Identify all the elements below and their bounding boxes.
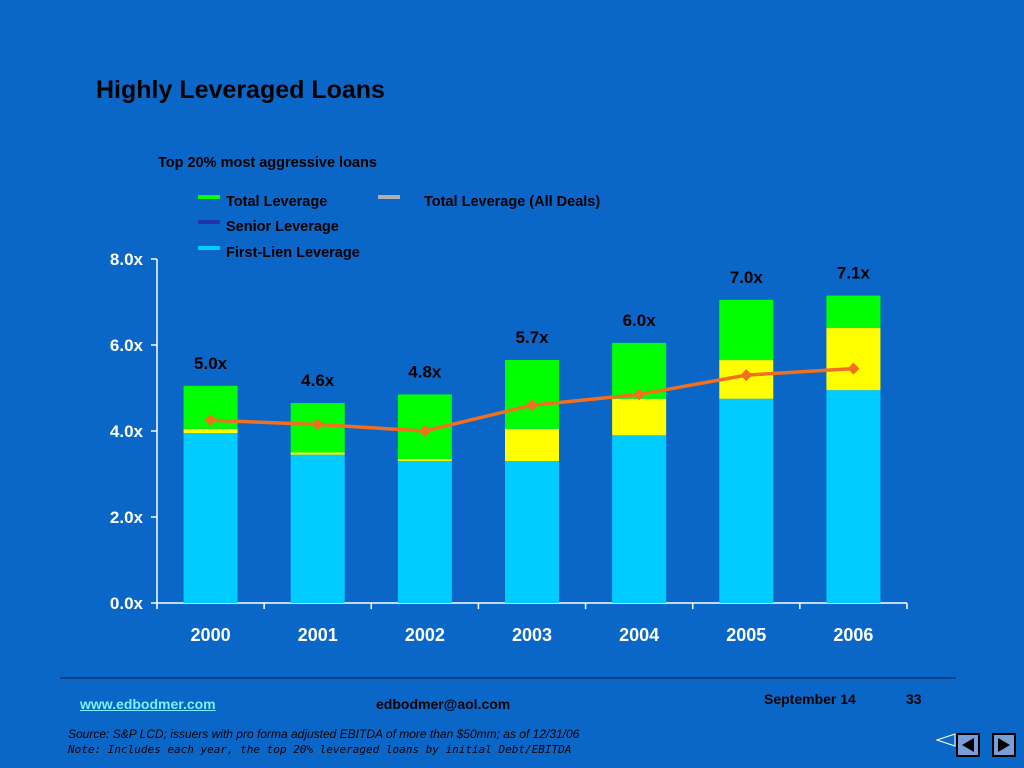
legend-senior-leverage: Senior Leverage	[198, 219, 339, 235]
source-note: Source: S&P LCD; issuers with pro forma …	[68, 727, 580, 741]
bar-senior-2002	[397, 458, 452, 462]
x-tick-label-2004: 2004	[619, 625, 659, 645]
bar-total-2003	[505, 360, 559, 429]
email-text: edbodmer@aol.com	[376, 696, 511, 712]
bar-first-lien-2004	[612, 435, 667, 603]
bar-total-2005	[719, 299, 774, 361]
line-marker-2004	[633, 388, 646, 401]
x-tick-label-2006: 2006	[833, 625, 873, 645]
bar-senior-2001	[290, 452, 345, 455]
bar-first-lien-2000	[183, 433, 238, 603]
bar-senior-2006	[826, 327, 881, 391]
bar-first-lien-2001	[290, 454, 345, 603]
x-tick-label-2003: 2003	[512, 625, 552, 645]
legend-label: Total Leverage	[226, 194, 328, 210]
website-link[interactable]: www.edbodmer.com	[80, 696, 216, 712]
prev-slide-button[interactable]	[956, 733, 980, 757]
slide-title: Highly Leveraged Loans	[96, 76, 385, 104]
line-marker-2000	[204, 414, 217, 427]
legend-swatch-first-lien	[198, 246, 220, 250]
bar-total-2006	[826, 295, 881, 328]
page-number: 33	[906, 691, 922, 707]
footer-divider	[60, 677, 956, 679]
chart-subtitle: Top 20% most aggressive loans	[158, 155, 377, 171]
data-label-2001: 4.6x	[301, 371, 335, 390]
data-label-2003: 5.7x	[515, 328, 549, 347]
bar-first-lien-2005	[719, 398, 774, 603]
line-marker-2001	[311, 418, 324, 431]
line-marker-2005	[740, 369, 753, 382]
legend-swatch-total	[198, 195, 220, 199]
next-triangle-icon	[998, 738, 1010, 752]
bar-first-lien-2003	[505, 461, 559, 603]
legend-first-lien-leverage: First-Lien Leverage	[198, 245, 360, 261]
bar-senior-2004	[612, 398, 667, 436]
y-tick-label: 4.0x	[110, 422, 144, 441]
prev-triangle-icon	[962, 738, 974, 752]
data-label-2002: 4.8x	[408, 362, 442, 381]
next-slide-button[interactable]	[992, 733, 1016, 757]
bar-first-lien-2006	[826, 390, 881, 603]
legend-swatch-all-deals	[378, 195, 400, 199]
line-marker-2006	[847, 362, 860, 375]
x-tick-label-2000: 2000	[191, 625, 231, 645]
bar-senior-2000	[183, 428, 238, 434]
bar-first-lien-2002	[397, 461, 452, 603]
legend-swatch-senior	[198, 220, 220, 224]
data-label-2005: 7.0x	[730, 268, 764, 287]
bar-senior-2003	[505, 428, 559, 462]
x-tick-label-2005: 2005	[726, 625, 766, 645]
x-tick-label-2001: 2001	[298, 625, 338, 645]
x-tick-label-2002: 2002	[405, 625, 445, 645]
footnote: Note: Includes each year, the top 20% le…	[68, 743, 572, 756]
data-label-2004: 6.0x	[623, 311, 657, 330]
legend-label: First-Lien Leverage	[226, 245, 360, 261]
back-arrow-icon[interactable]	[936, 733, 956, 747]
legend-total-leverage-all-deals: Total Leverage (All Deals)	[378, 194, 600, 210]
legend-label: Total Leverage (All Deals)	[424, 194, 601, 210]
data-label-2000: 5.0x	[194, 354, 228, 373]
line-marker-2003	[526, 399, 538, 412]
y-tick-label: 6.0x	[110, 336, 144, 355]
y-tick-label: 8.0x	[110, 250, 144, 269]
y-tick-label: 0.0x	[110, 594, 144, 613]
legend-label: Senior Leverage	[226, 219, 339, 235]
y-tick-label: 2.0x	[110, 508, 144, 527]
footer-date: September 14	[764, 691, 856, 707]
line-marker-2002	[418, 425, 431, 437]
data-label-2006: 7.1x	[837, 264, 871, 283]
legend-total-leverage: Total Leverage	[198, 194, 327, 210]
